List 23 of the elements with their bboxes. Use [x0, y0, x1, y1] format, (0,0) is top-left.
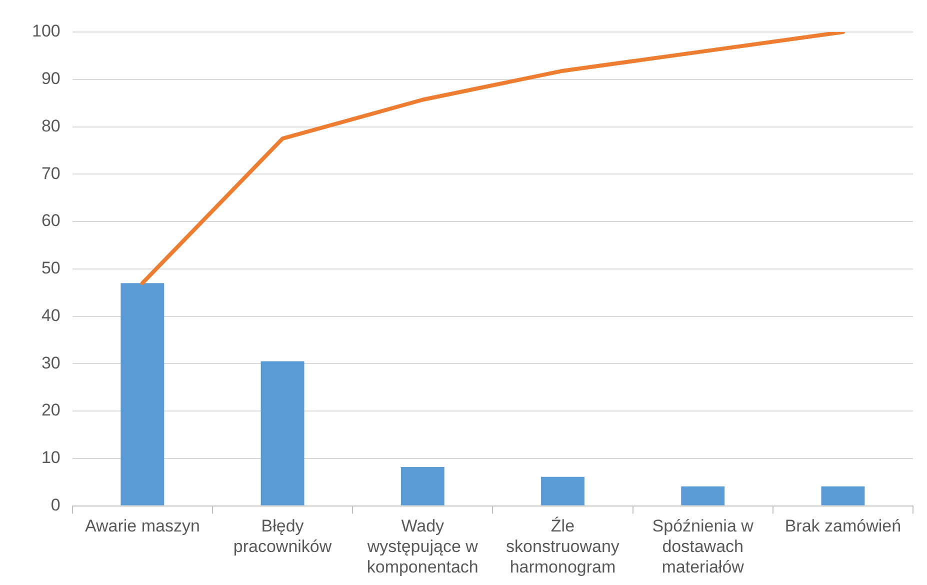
y-tick-label: 70: [41, 164, 60, 183]
x-tick-label: Źle skonstruowany harmonogram: [506, 516, 620, 576]
y-tick-label: 30: [41, 353, 60, 372]
x-tick-label: Wady występujące w komponentach: [366, 516, 479, 576]
bar: [400, 466, 444, 506]
y-tick-label: 40: [41, 306, 60, 325]
bar: [821, 486, 865, 506]
x-tick-label: Spóźnienia w dostawach materiałów: [652, 516, 754, 576]
bar: [120, 283, 164, 506]
x-tick-label: Awarie maszyn: [84, 516, 200, 536]
y-tick-label: 50: [41, 258, 60, 278]
x-tick-label: Brak zamówień: [784, 516, 902, 536]
bar: [260, 361, 304, 506]
y-tick-label: 60: [41, 211, 60, 230]
y-tick-label: 80: [41, 116, 60, 136]
y-tick-label: 10: [41, 448, 60, 468]
y-tick-label: 0: [50, 495, 60, 514]
bar: [541, 476, 584, 506]
y-tick-label: 100: [32, 22, 60, 41]
bar: [681, 486, 725, 506]
y-tick-label: 20: [41, 400, 60, 420]
y-tick-label: 90: [41, 69, 60, 88]
x-tick-label: Błędy pracowników: [233, 516, 332, 556]
